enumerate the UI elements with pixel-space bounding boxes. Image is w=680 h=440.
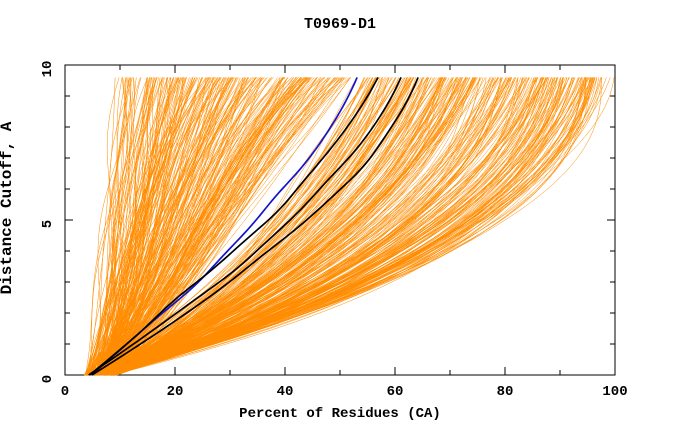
svg-text:0: 0 [61, 384, 69, 400]
svg-text:10: 10 [40, 61, 56, 78]
svg-text:20: 20 [167, 384, 184, 400]
svg-text:40: 40 [277, 384, 294, 400]
svg-text:100: 100 [602, 384, 627, 400]
svg-text:5: 5 [40, 220, 56, 228]
svg-text:60: 60 [387, 384, 404, 400]
svg-text:0: 0 [40, 375, 56, 383]
svg-text:80: 80 [497, 384, 514, 400]
